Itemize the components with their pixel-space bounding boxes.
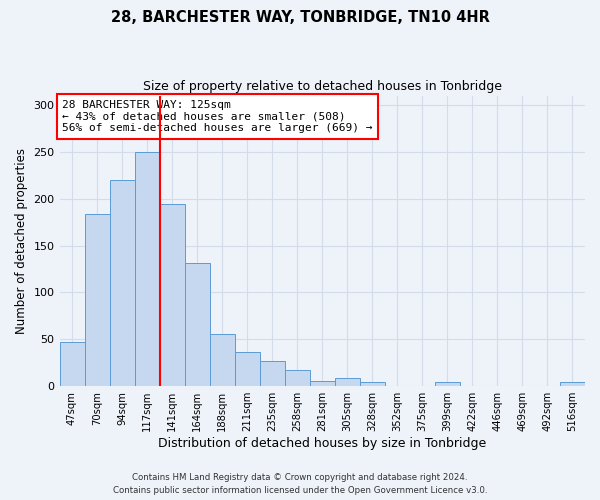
Bar — [335, 378, 360, 386]
Text: Contains HM Land Registry data © Crown copyright and database right 2024.
Contai: Contains HM Land Registry data © Crown c… — [113, 474, 487, 495]
Bar — [160, 204, 185, 386]
Bar — [85, 214, 110, 386]
Bar — [110, 180, 134, 386]
Y-axis label: Number of detached properties: Number of detached properties — [15, 148, 28, 334]
Bar — [209, 334, 235, 386]
Bar — [360, 382, 385, 386]
Bar — [59, 342, 85, 386]
Text: 28 BARCHESTER WAY: 125sqm
← 43% of detached houses are smaller (508)
56% of semi: 28 BARCHESTER WAY: 125sqm ← 43% of detac… — [62, 100, 373, 133]
Bar — [260, 361, 285, 386]
X-axis label: Distribution of detached houses by size in Tonbridge: Distribution of detached houses by size … — [158, 437, 487, 450]
Bar — [560, 382, 585, 386]
Bar — [134, 152, 160, 386]
Bar — [310, 380, 335, 386]
Bar — [185, 264, 209, 386]
Bar — [235, 352, 260, 386]
Bar — [435, 382, 460, 386]
Title: Size of property relative to detached houses in Tonbridge: Size of property relative to detached ho… — [143, 80, 502, 93]
Bar — [285, 370, 310, 386]
Text: 28, BARCHESTER WAY, TONBRIDGE, TN10 4HR: 28, BARCHESTER WAY, TONBRIDGE, TN10 4HR — [110, 10, 490, 25]
